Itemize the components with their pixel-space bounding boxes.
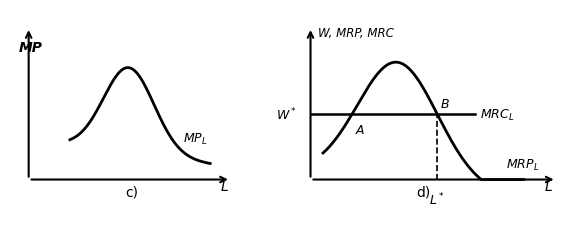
Text: L: L [545, 180, 553, 194]
Text: $MRP_L$: $MRP_L$ [507, 157, 540, 172]
Text: MP: MP [18, 40, 42, 54]
Text: $W^*$: $W^*$ [276, 106, 297, 123]
Text: B: B [441, 97, 450, 110]
Text: d): d) [417, 184, 430, 198]
Text: W, MRP, MRC: W, MRP, MRC [318, 27, 394, 40]
Text: $MP_L$: $MP_L$ [183, 132, 208, 147]
Text: $MRC_L$: $MRC_L$ [480, 107, 515, 122]
Text: $L^*$: $L^*$ [429, 191, 445, 208]
Text: c): c) [125, 184, 138, 198]
Text: A: A [355, 123, 364, 136]
Text: L: L [221, 180, 229, 194]
